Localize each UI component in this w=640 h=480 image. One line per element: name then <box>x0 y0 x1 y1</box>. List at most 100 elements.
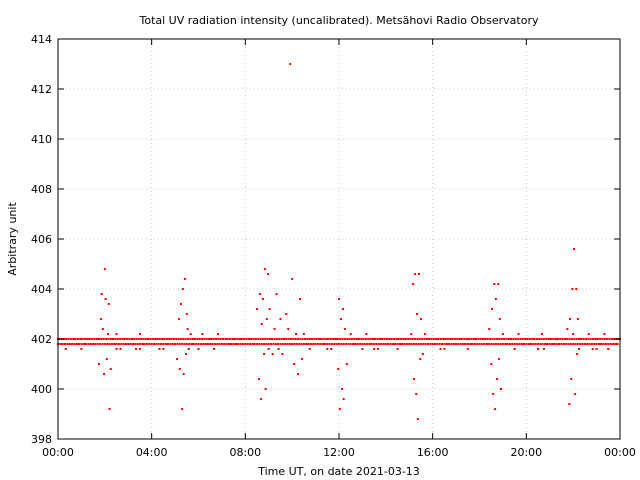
data-point <box>595 348 598 350</box>
data-point-baseline <box>565 343 568 345</box>
data-point-baseline <box>61 343 64 345</box>
data-point-baseline <box>137 338 140 340</box>
data-point-baseline <box>482 338 485 340</box>
data-point-baseline <box>293 343 296 345</box>
data-point-baseline <box>364 338 367 340</box>
data-point-baseline <box>175 338 178 340</box>
data-point-baseline <box>250 338 253 340</box>
data-point <box>264 388 267 390</box>
data-point-baseline <box>532 343 535 345</box>
data-point <box>517 333 520 335</box>
data-point-baseline <box>610 338 613 340</box>
data-point-baseline <box>515 343 518 345</box>
data-point-baseline <box>376 338 379 340</box>
data-point <box>330 348 333 350</box>
data-point <box>135 348 138 350</box>
data-point-baseline <box>103 343 106 345</box>
data-point-baseline <box>596 338 599 340</box>
data-point-baseline <box>144 338 147 340</box>
data-point-baseline <box>606 338 609 340</box>
data-point-baseline <box>435 338 438 340</box>
data-point <box>412 378 415 380</box>
data-point-baseline <box>519 338 522 340</box>
data-point-baseline <box>408 343 411 345</box>
data-point-baseline <box>469 343 472 345</box>
data-point-baseline <box>106 343 109 345</box>
data-point-baseline <box>87 343 90 345</box>
data-point-baseline <box>161 338 164 340</box>
data-point <box>300 358 303 360</box>
data-point-baseline <box>573 338 576 340</box>
data-point-baseline <box>192 343 195 345</box>
y-tick-label: 412 <box>31 83 52 96</box>
data-point-baseline <box>261 338 264 340</box>
data-point-baseline <box>99 343 102 345</box>
data-point-baseline <box>501 343 504 345</box>
data-point-baseline <box>304 338 307 340</box>
data-point-baseline <box>309 343 312 345</box>
data-point <box>185 353 188 355</box>
data-point <box>537 348 540 350</box>
data-point-baseline <box>552 338 555 340</box>
data-point-baseline <box>342 343 345 345</box>
data-point-baseline <box>128 338 131 340</box>
data-point <box>181 288 184 290</box>
data-point-baseline <box>74 338 77 340</box>
data-point-baseline <box>361 343 364 345</box>
data-point-baseline <box>539 343 542 345</box>
data-point-baseline <box>418 338 421 340</box>
data-point-baseline <box>274 343 277 345</box>
data-point-baseline <box>230 343 233 345</box>
data-point-baseline <box>554 338 557 340</box>
data-point-baseline <box>78 343 81 345</box>
data-point-baseline <box>179 338 182 340</box>
y-tick-label: 400 <box>31 383 52 396</box>
data-point <box>572 248 575 250</box>
data-point-baseline <box>280 338 283 340</box>
data-point-baseline <box>143 343 146 345</box>
data-point <box>260 323 263 325</box>
data-point-baseline <box>316 343 319 345</box>
data-point-baseline <box>472 338 475 340</box>
data-point-baseline <box>404 338 407 340</box>
data-point-baseline <box>538 338 541 340</box>
data-point <box>466 338 469 340</box>
data-point-baseline <box>458 338 461 340</box>
data-point <box>106 333 109 335</box>
data-point-baseline <box>292 338 295 340</box>
data-point-baseline <box>409 338 412 340</box>
data-point-baseline <box>320 338 323 340</box>
data-point <box>568 403 571 405</box>
data-point-baseline <box>526 338 529 340</box>
data-point-baseline <box>608 338 611 340</box>
data-point-baseline <box>357 338 360 340</box>
data-point-baseline <box>76 338 79 340</box>
data-point-baseline <box>450 343 453 345</box>
data-point-baseline <box>174 343 177 345</box>
data-point-baseline <box>79 338 82 340</box>
data-point <box>177 318 180 320</box>
data-point-baseline <box>229 338 232 340</box>
data-point-baseline <box>486 338 489 340</box>
data-point-baseline <box>375 343 378 345</box>
data-point-baseline <box>330 343 333 345</box>
data-point-baseline <box>599 338 602 340</box>
data-point <box>338 408 341 410</box>
y-tick-labels: 398 400 402 404 406 408 410 412 414 <box>31 33 52 446</box>
data-point-baseline <box>71 343 74 345</box>
data-point <box>412 283 415 285</box>
data-point-baseline <box>338 343 340 345</box>
data-point-baseline <box>343 338 346 340</box>
data-point <box>326 338 329 340</box>
data-point-baseline <box>377 343 380 345</box>
data-point-baseline <box>312 343 315 345</box>
data-point-baseline <box>562 343 565 345</box>
chart-title: Total UV radiation intensity (uncalibrat… <box>139 14 539 27</box>
data-point <box>439 348 442 350</box>
data-point <box>341 308 344 310</box>
y-tick-label: 406 <box>31 233 52 246</box>
data-point <box>418 273 421 275</box>
data-point <box>576 318 579 320</box>
data-point-baseline <box>384 343 387 345</box>
